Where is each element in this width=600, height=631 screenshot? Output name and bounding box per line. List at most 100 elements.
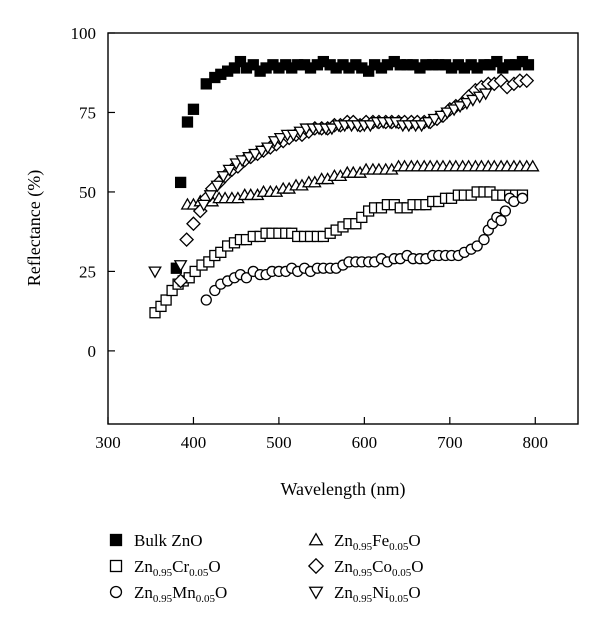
data-point — [519, 73, 535, 89]
legend-text: O — [215, 583, 227, 602]
x-tick-label: 500 — [266, 433, 292, 452]
legend-text: O — [408, 583, 420, 602]
data-point — [174, 176, 187, 189]
data-point — [260, 142, 275, 155]
data-point — [491, 55, 503, 68]
plot-frame — [107, 32, 579, 425]
legend-text: Zn — [334, 583, 353, 602]
legend-marker — [307, 557, 325, 575]
legend-marker — [308, 586, 324, 600]
x-tick-label: 400 — [181, 433, 207, 452]
data-point — [522, 59, 535, 71]
legend-text: Bulk ZnO — [134, 531, 202, 550]
data-point — [189, 265, 201, 278]
data-point — [149, 307, 161, 319]
legend-text: 0.05 — [389, 541, 409, 553]
data-point — [516, 192, 529, 204]
data-point — [471, 240, 483, 252]
data-point — [286, 129, 301, 142]
y-tick-label: 25 — [79, 262, 96, 281]
legend-item: Zn0.95Fe0.05O — [308, 531, 421, 553]
legend-text: O — [408, 531, 420, 550]
data-point — [478, 88, 493, 101]
legend-text: 0.05 — [196, 593, 216, 605]
legend-label: Zn0.95Fe0.05O — [334, 531, 421, 553]
data-point — [499, 205, 512, 217]
data-point — [173, 273, 189, 289]
legend-text: 0.05 — [389, 593, 409, 605]
legend-text: 0.05 — [392, 567, 412, 579]
x-tick-label: 800 — [523, 433, 549, 452]
data-point — [203, 256, 215, 268]
legend-label: Zn0.95Ni0.05O — [334, 583, 421, 605]
data-point — [248, 148, 262, 161]
legend-label: Zn0.95Cr0.05O — [134, 557, 221, 579]
data-point — [356, 211, 368, 224]
x-axis: 300 400 500 600 700 800 — [95, 417, 548, 452]
legend-label: Bulk ZnO — [134, 531, 202, 550]
data-point — [186, 216, 201, 232]
legend-text: Cr — [172, 557, 189, 576]
legend-marker — [109, 559, 123, 573]
data-point — [203, 190, 218, 203]
data-point — [228, 62, 241, 74]
data-point — [210, 180, 225, 193]
x-tick-label: 700 — [437, 433, 463, 452]
x-axis-title: Wavelength (nm) — [280, 479, 405, 500]
legend-text: Ni — [372, 583, 389, 602]
data-point — [466, 94, 480, 107]
legend-text: Mn — [172, 583, 196, 602]
data-point — [478, 233, 490, 246]
plot-area — [107, 32, 579, 425]
legend-item: Zn0.95Ni0.05O — [308, 583, 421, 605]
y-tick-label: 100 — [71, 24, 97, 43]
x-tick-label: 600 — [352, 433, 378, 452]
legend-item: Bulk ZnO — [109, 531, 202, 550]
data-point — [362, 65, 375, 77]
legend-item: Zn0.95Mn0.05O — [109, 583, 227, 605]
legend-label: Zn0.95Mn0.05O — [134, 583, 227, 605]
legend-text: Zn — [134, 557, 153, 576]
data-point — [160, 294, 172, 306]
data-point — [363, 120, 378, 133]
legend-label: Zn0.95Co0.05O — [334, 557, 424, 579]
series-5 — [148, 88, 493, 279]
data-point — [427, 113, 442, 126]
data-point — [187, 103, 200, 115]
data-point — [495, 214, 507, 227]
y-tick-label: 75 — [79, 103, 96, 122]
legend-text: 0.95 — [353, 567, 373, 579]
x-tick-label: 300 — [95, 433, 121, 452]
legend-text: 0.05 — [189, 567, 209, 579]
y-axis-title: Reflectance (%) — [24, 170, 45, 286]
data-point — [173, 260, 188, 273]
y-tick-label: 0 — [88, 342, 97, 361]
legend-item: Zn0.95Cr0.05O — [109, 557, 221, 579]
data-markers — [148, 55, 540, 319]
data-point — [247, 59, 259, 71]
legend-marker — [308, 532, 324, 546]
data-point — [235, 155, 250, 168]
legend-text: Zn — [334, 557, 353, 576]
legend-text: O — [411, 557, 423, 576]
data-point — [350, 218, 362, 230]
y-tick-label: 50 — [79, 183, 96, 202]
data-point — [453, 101, 467, 114]
legend-marker — [109, 533, 123, 547]
legend-text: Co — [372, 557, 392, 576]
data-point — [240, 272, 253, 284]
data-point — [200, 294, 212, 306]
y-axis: 0 25 50 75 100 — [71, 24, 115, 361]
legend-text: 0.95 — [353, 541, 373, 553]
data-point — [200, 78, 212, 90]
data-point — [148, 266, 162, 279]
data-point — [181, 116, 194, 128]
data-point — [196, 199, 211, 212]
series-0 — [170, 55, 535, 274]
data-point — [440, 107, 455, 120]
data-point — [216, 171, 231, 184]
legend-text: 0.95 — [153, 593, 173, 605]
legend-marker — [109, 585, 123, 599]
